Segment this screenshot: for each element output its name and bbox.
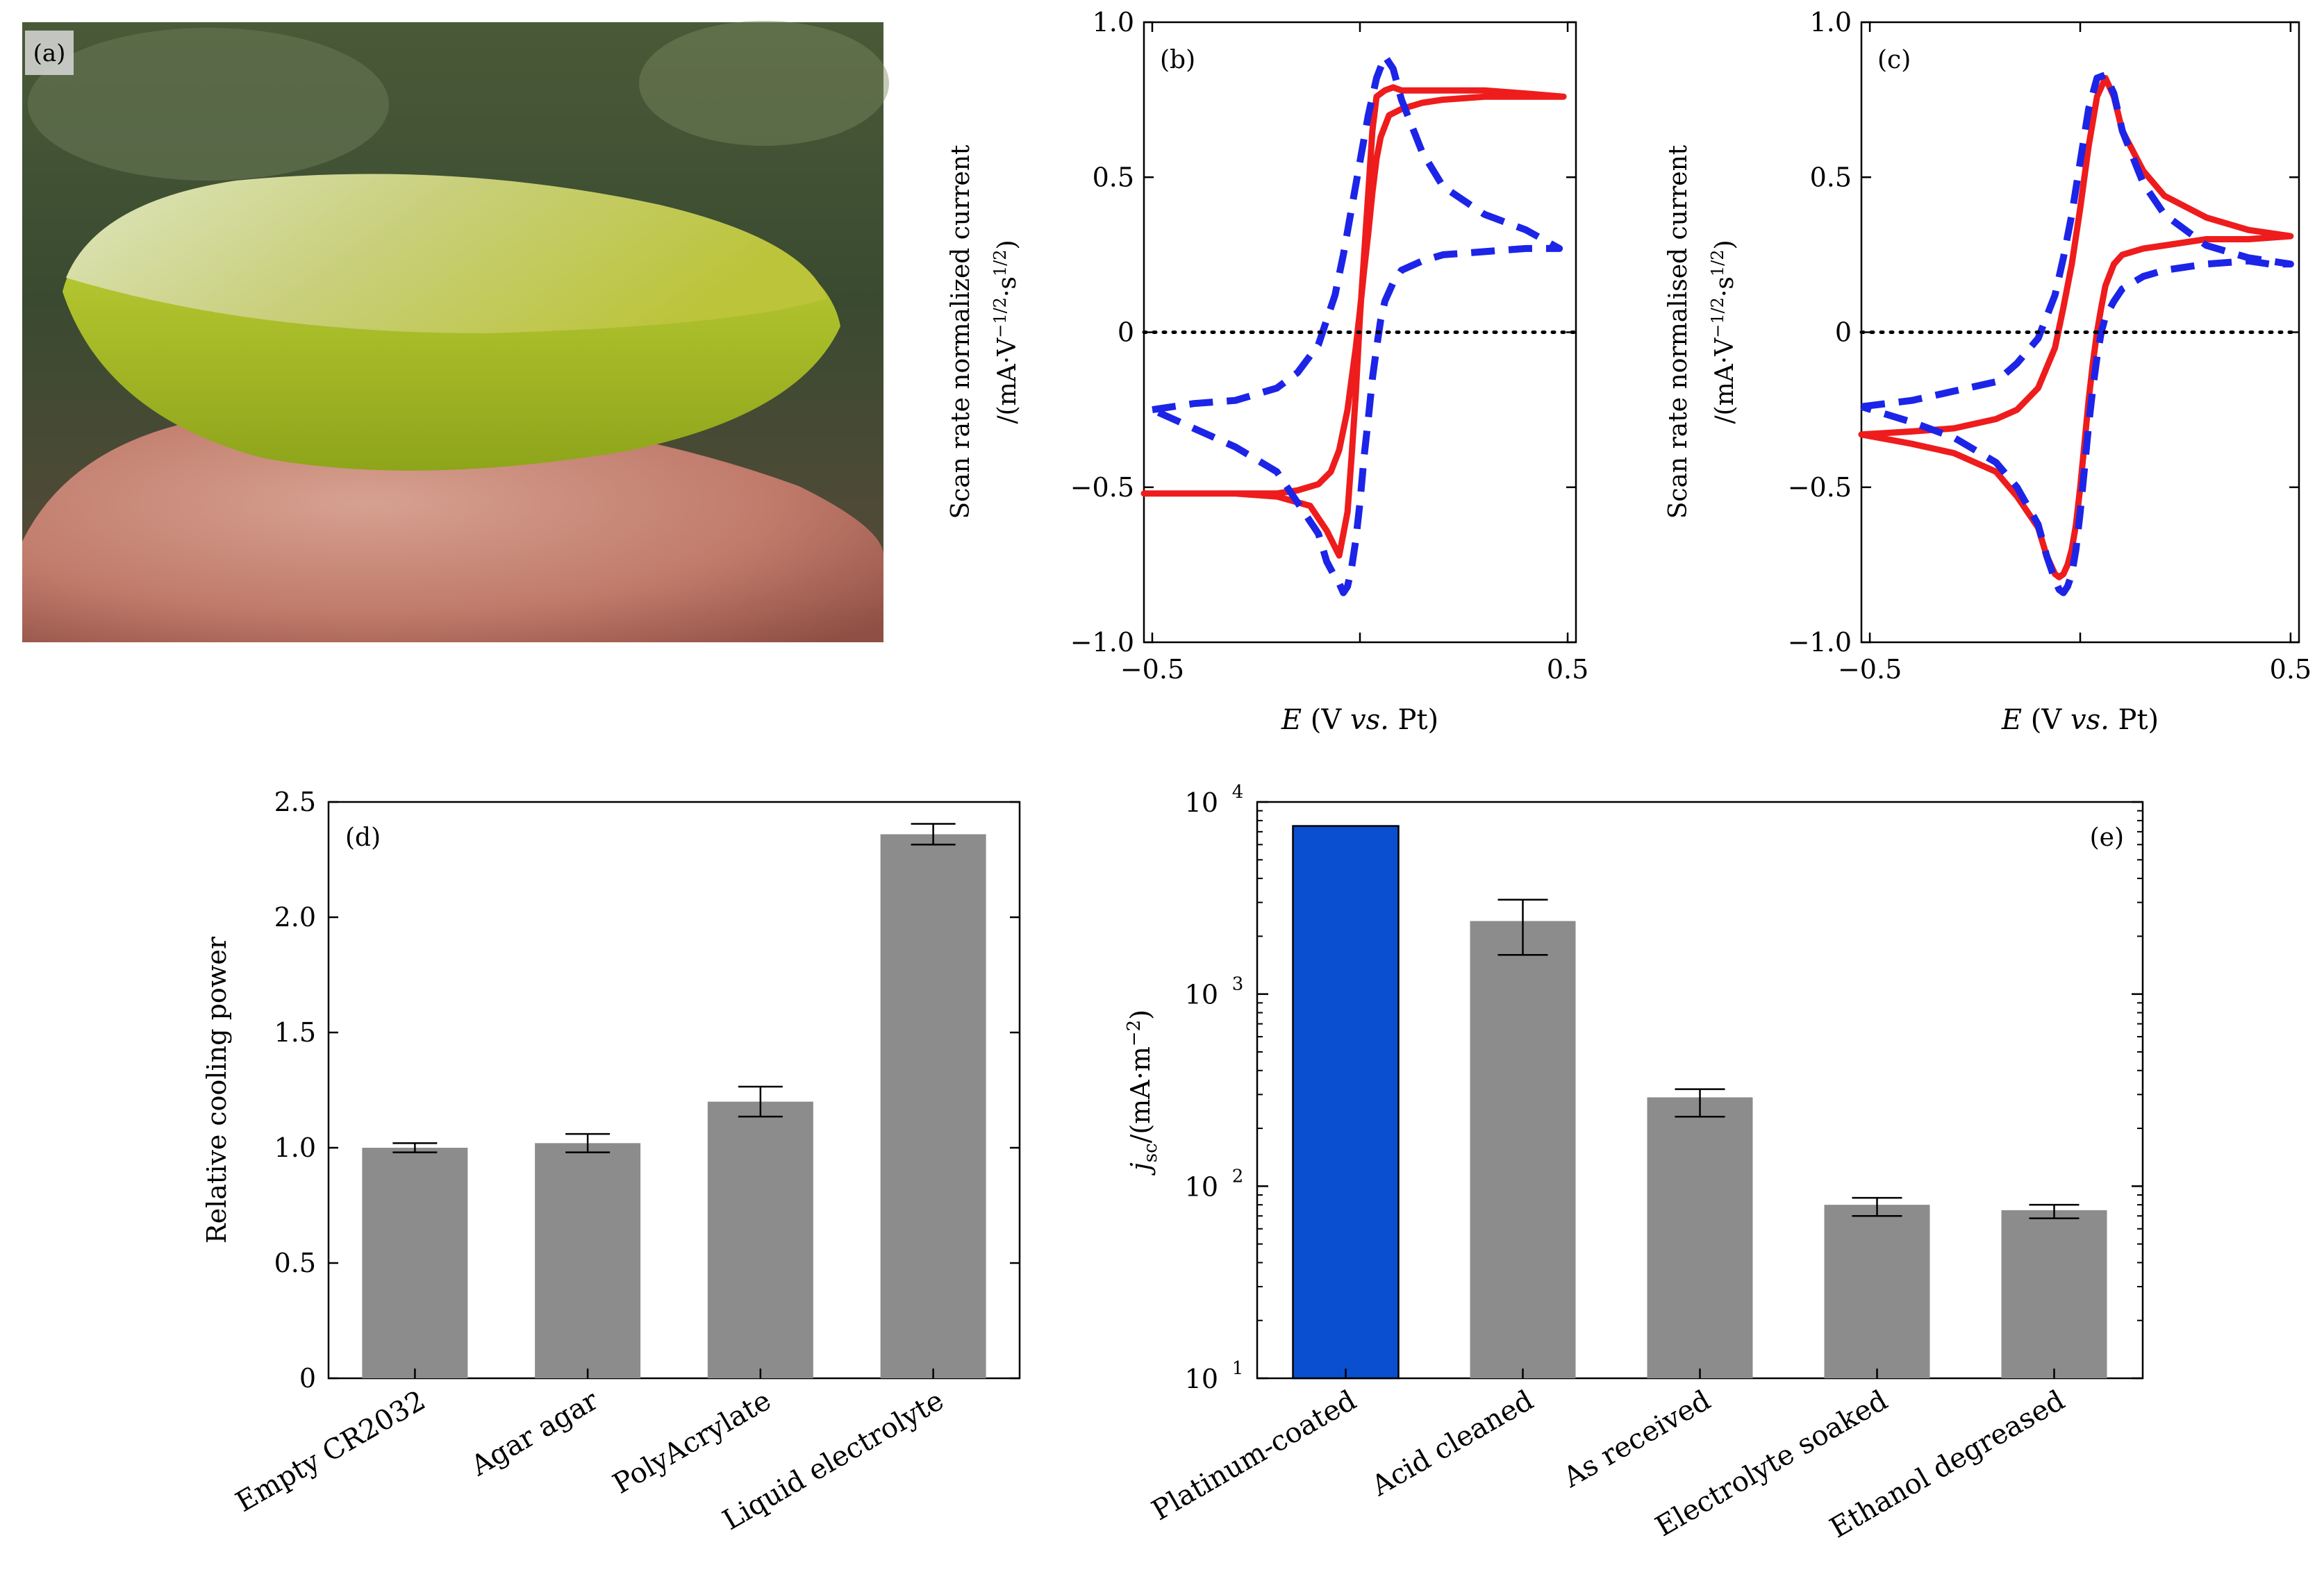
panel-e-bar [1647, 1097, 1753, 1378]
panel-e-bar [1824, 1205, 1930, 1378]
panel-b-ylabel-line1: Scan rate normalized current [947, 144, 975, 519]
panel-e-ytick-label: 10 [1185, 1364, 1218, 1394]
panel-d-category-label: PolyAcrylate [608, 1385, 777, 1500]
panel-d-bar [880, 834, 986, 1378]
panel-e-category-label: As received [1558, 1385, 1716, 1494]
panel-c-ytick-label: −1.0 [1788, 627, 1852, 658]
panel-c-series-red [1858, 74, 2294, 580]
panel-e-ytick-label: 10 [1185, 787, 1218, 818]
panel-d-ytick-label: 0.5 [274, 1248, 316, 1278]
panel-e-ytick-exponent: 4 [1232, 782, 1244, 803]
panel-a-label-bg [25, 31, 74, 75]
panel-d-category-label: Empty CR2032 [231, 1385, 431, 1519]
panel-c-series-blue [1860, 71, 2294, 596]
panel-d-bar [535, 1143, 641, 1378]
panel-c-xlabel: E (V vs. Pt) [2001, 704, 2159, 736]
panel-e-ylabel: jsc/(mA·m−2) [1124, 1010, 1161, 1176]
panel-e-bar-chart: 10 1 10 2 10 3 10 4 Platinum-coated Acid cleaned A… [1124, 782, 2144, 1544]
panel-b-series-blue [1150, 53, 1563, 596]
panel-b-xtick-label: 0.5 [1547, 654, 1588, 685]
panel-e-bar [1470, 921, 1576, 1378]
panel-e-category-label: Acid cleaned [1366, 1385, 1538, 1503]
panel-c-ytick-label: −0.5 [1788, 472, 1852, 503]
panel-c-ytick-label: 0.5 [1810, 162, 1852, 192]
panel-e-category-label: Platinum-coated [1147, 1385, 1362, 1527]
panel-b-ytick-label: 1.0 [1093, 7, 1134, 37]
fingertip [22, 409, 883, 642]
panel-d-ytick-label: 2.5 [274, 787, 316, 817]
panel-d-bar-chart: 0 0.5 1.0 1.5 2.0 2.5 Empty CR2032 Agar agar Pol… [201, 787, 1021, 1537]
panel-b-ytick-label: 0 [1118, 317, 1134, 348]
panel-b-series-red [1140, 84, 1567, 559]
panel-d-ylabel: Relative cooling power [201, 936, 232, 1244]
panel-d-ytick-label: 1.0 [274, 1132, 316, 1163]
panel-b-ytick-label: −0.5 [1070, 472, 1134, 503]
panel-d-bar [707, 1101, 813, 1378]
panel-e-ytick-label: 10 [1185, 980, 1218, 1010]
panel-c-xtick-label: −0.5 [1838, 654, 1902, 685]
panel-d-ytick-label: 2.0 [274, 902, 316, 933]
panel-c-ytick-label: 0 [1835, 317, 1852, 348]
panel-e-bar [1292, 825, 1400, 1380]
panel-d-ytick-label: 0 [299, 1363, 316, 1394]
gel-disc-top [66, 174, 827, 333]
panel-b-xtick-label: −0.5 [1120, 654, 1184, 685]
panel-a-photo: (a) [22, 21, 889, 642]
photo-bokeh [28, 28, 389, 181]
panel-b-ylabel-line2: /(mA·V−1/2·s1/2) [990, 240, 1022, 424]
panel-e-ytick-exponent: 1 [1232, 1358, 1244, 1379]
panel-e-ytick-exponent: 2 [1232, 1166, 1244, 1187]
panel-a-label: (a) [33, 40, 66, 67]
panel-e-bar [2001, 1210, 2107, 1378]
panel-c-xtick-label: 0.5 [2270, 654, 2311, 685]
panel-b-ytick-label: 0.5 [1093, 162, 1134, 192]
panel-d-bar [362, 1148, 468, 1378]
panel-d-label: (d) [345, 823, 381, 852]
panel-b-cv-chart: −0.5 0.5−1.0−0.500.51.0 (b) Scan rate nor… [947, 7, 1588, 736]
panel-b-xlabel: E (V vs. Pt) [1281, 704, 1438, 736]
panel-c-label: (c) [1877, 46, 1911, 74]
panel-d-frame [327, 801, 1021, 1380]
panel-b-label: (b) [1160, 46, 1195, 74]
panel-d-ytick-label: 1.5 [274, 1017, 316, 1048]
panel-c-ytick-label: 1.0 [1810, 7, 1852, 37]
panel-d-category-label: Agar agar [465, 1384, 604, 1482]
panel-e-ytick-exponent: 3 [1232, 974, 1244, 995]
panel-c-ylabel-line1: Scan rate normalised current [1664, 144, 1693, 519]
photo-bokeh [639, 21, 889, 146]
panel-e-label: (e) [2090, 823, 2124, 852]
panel-e-ytick-label: 10 [1185, 1171, 1218, 1202]
panel-c-cv-chart: −0.5 0.5−1.0−0.500.51.0 (c) Scan rate nor… [1664, 7, 2311, 736]
panel-c-ylabel-line2: /(mA·V−1/2·s1/2) [1708, 240, 1739, 424]
panel-b-ytick-label: −1.0 [1070, 627, 1134, 658]
